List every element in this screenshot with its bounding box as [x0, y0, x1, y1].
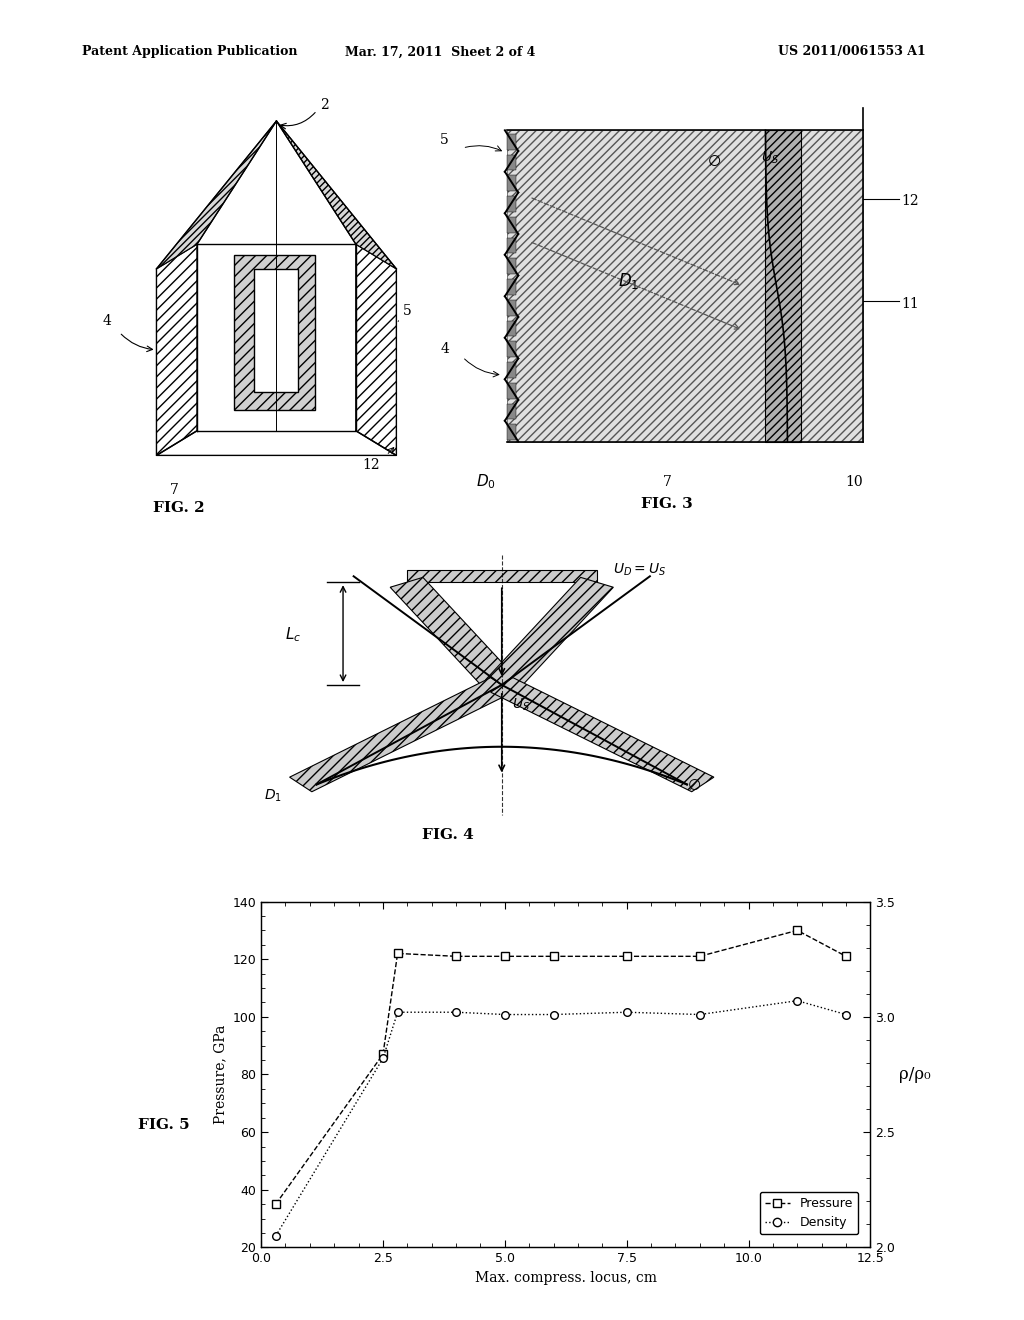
Text: $D_1$: $D_1$ — [264, 788, 282, 804]
Text: $U_D = U_S$: $U_D = U_S$ — [612, 561, 666, 578]
Text: 4: 4 — [102, 314, 112, 329]
Legend: Pressure, Density: Pressure, Density — [760, 1192, 858, 1234]
Polygon shape — [157, 244, 197, 455]
Polygon shape — [507, 300, 516, 315]
Y-axis label: Pressure, GPa: Pressure, GPa — [213, 1024, 227, 1125]
Polygon shape — [276, 121, 396, 269]
Polygon shape — [356, 244, 396, 455]
Polygon shape — [485, 577, 613, 690]
Y-axis label: ρ/ρ₀: ρ/ρ₀ — [899, 1067, 931, 1082]
Text: 5: 5 — [403, 304, 412, 318]
Polygon shape — [507, 259, 516, 275]
Text: FIG. 5: FIG. 5 — [138, 1118, 189, 1131]
Polygon shape — [507, 425, 516, 440]
Polygon shape — [507, 362, 516, 378]
Text: $L_c$: $L_c$ — [285, 626, 301, 644]
Polygon shape — [290, 677, 513, 792]
Text: Patent Application Publication: Patent Application Publication — [82, 45, 297, 58]
Text: $\varnothing$: $\varnothing$ — [687, 779, 701, 793]
Text: 10: 10 — [846, 475, 863, 488]
Text: $U_S$: $U_S$ — [512, 697, 530, 713]
Text: 5: 5 — [440, 132, 450, 147]
Polygon shape — [507, 176, 516, 191]
Text: 7: 7 — [663, 475, 672, 488]
Text: FIG. 3: FIG. 3 — [641, 498, 692, 511]
Text: $D_0$: $D_0$ — [476, 473, 496, 491]
Polygon shape — [255, 269, 298, 392]
Text: FIG. 2: FIG. 2 — [154, 500, 205, 515]
Polygon shape — [507, 383, 516, 399]
Polygon shape — [234, 255, 315, 409]
Polygon shape — [507, 216, 516, 232]
Polygon shape — [765, 131, 801, 441]
Polygon shape — [507, 342, 516, 356]
Polygon shape — [507, 404, 516, 420]
Polygon shape — [157, 121, 276, 269]
Text: 4: 4 — [440, 342, 450, 355]
Polygon shape — [507, 238, 516, 253]
Polygon shape — [507, 197, 516, 211]
Polygon shape — [507, 131, 863, 441]
Polygon shape — [407, 570, 597, 582]
Polygon shape — [507, 280, 516, 294]
Text: 2: 2 — [321, 98, 329, 112]
Polygon shape — [507, 154, 516, 170]
X-axis label: Max. compress. locus, cm: Max. compress. locus, cm — [475, 1271, 656, 1284]
Text: 7: 7 — [170, 483, 179, 498]
Polygon shape — [507, 321, 516, 337]
Text: $U_S$: $U_S$ — [761, 149, 779, 166]
Text: $D_1$: $D_1$ — [618, 271, 640, 290]
Text: 12: 12 — [362, 458, 380, 473]
Text: 11: 11 — [901, 297, 919, 310]
Text: Mar. 17, 2011  Sheet 2 of 4: Mar. 17, 2011 Sheet 2 of 4 — [345, 45, 536, 58]
Text: $\varnothing$: $\varnothing$ — [708, 154, 722, 169]
Polygon shape — [490, 677, 714, 792]
Polygon shape — [507, 133, 516, 149]
Text: 12: 12 — [901, 194, 919, 209]
Text: US 2011/0061553 A1: US 2011/0061553 A1 — [778, 45, 926, 58]
Text: FIG. 4: FIG. 4 — [423, 828, 474, 842]
Polygon shape — [390, 577, 518, 690]
